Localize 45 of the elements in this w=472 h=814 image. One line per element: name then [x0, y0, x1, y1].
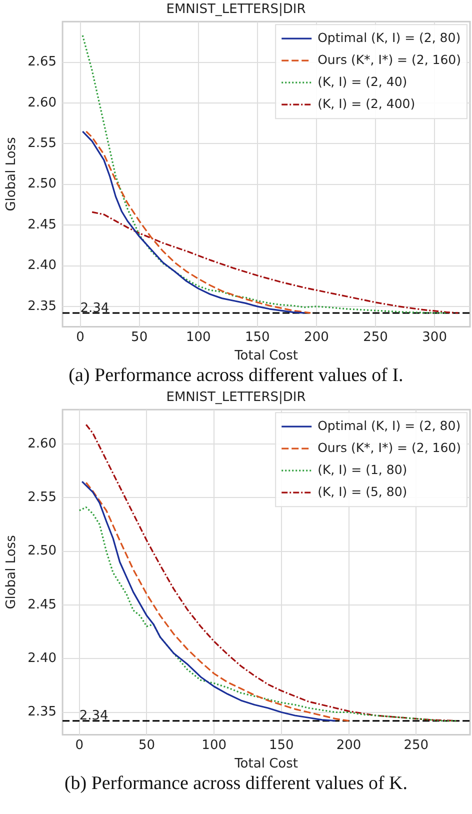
chart-title: EMNIST_LETTERS|DIR	[166, 390, 306, 406]
text: (a) Performance across different values of I.	[68, 364, 404, 388]
x-tick-label: 50	[138, 738, 156, 753]
y-tick-label: 2.40	[28, 650, 57, 666]
x-tick-label: 250	[363, 330, 388, 345]
text: (b) Performance across different values of K.	[63, 772, 409, 796]
x-axis-title: Total Cost	[234, 756, 298, 772]
x-tick-label: 200	[336, 738, 362, 753]
x-tick-label: 0	[76, 330, 84, 345]
legend-label: Optimal (K, I) = (2, 80)	[318, 30, 461, 45]
x-tick-label: 300	[422, 330, 447, 345]
y-tick-label: 2.65	[28, 54, 57, 70]
x-tick-label: 150	[245, 330, 270, 345]
line-series	[78, 506, 458, 722]
y-tick-label: 2.50	[28, 176, 57, 192]
y-axis-title: Global Loss	[4, 136, 20, 212]
x-tick-label: 0	[75, 738, 84, 753]
ref-line-label: 2.34	[79, 708, 108, 724]
x-tick-label: 100	[186, 330, 211, 345]
y-tick-label: 2.60	[28, 436, 57, 452]
legend-label: (K, I) = (2, 40)	[318, 74, 408, 89]
y-tick-label: 2.35	[28, 298, 57, 314]
x-tick-label: 200	[304, 330, 329, 345]
legend-label: (K, I) = (2, 400)	[318, 96, 416, 111]
x-axis-title: Total Cost	[234, 348, 298, 364]
y-tick-label: 2.35	[28, 704, 57, 720]
y-tick-label: 2.40	[28, 258, 57, 274]
y-axis-title: Global Loss	[4, 534, 20, 610]
y-tick-label: 2.45	[28, 217, 57, 232]
y-tick-label: 2.50	[28, 544, 57, 559]
legend-label: Ours (K*, I*) = (2, 160)	[318, 52, 462, 67]
legend-label: Ours (K*, I*) = (2, 160)	[318, 440, 462, 455]
x-tick-label: 50	[131, 330, 148, 345]
y-tick-label: 2.60	[28, 95, 57, 110]
y-tick-label: 2.55	[28, 136, 57, 152]
x-tick-label: 100	[202, 738, 226, 753]
legend-label: (K, I) = (5, 80)	[318, 484, 408, 499]
chart-title: EMNIST_LETTERS|DIR	[166, 2, 306, 18]
x-tick-label: 250	[404, 738, 429, 753]
legend-label: (K, I) = (1, 80)	[318, 462, 408, 477]
ref-line-label: 2.34	[80, 300, 110, 316]
y-tick-label: 2.55	[28, 490, 57, 505]
x-tick-label: 150	[269, 738, 294, 753]
legend-label: Optimal (K, I) = (2, 80)	[318, 418, 461, 433]
y-tick-label: 2.45	[28, 597, 57, 612]
